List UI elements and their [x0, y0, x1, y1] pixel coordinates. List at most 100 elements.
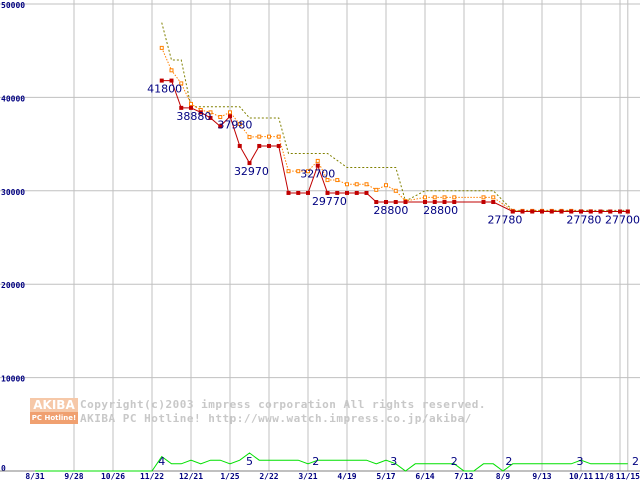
min-price-point	[354, 190, 359, 195]
x-tick-label: 7/12	[454, 472, 473, 480]
min-price-point	[374, 200, 379, 205]
avg-price-point	[267, 134, 271, 139]
avg-price-point	[169, 68, 174, 73]
avg-price-point	[442, 195, 447, 200]
min-price-point	[159, 78, 164, 83]
x-tick-label: 9/28	[64, 472, 83, 480]
min-price-point	[452, 200, 457, 205]
min-price-point	[315, 163, 320, 168]
min-price-point	[247, 161, 252, 166]
avg-price-point	[218, 115, 223, 120]
site-watermark: AKIBA PC Hotline! http://www.watch.impre…	[80, 412, 472, 425]
min-price-point	[530, 209, 535, 214]
akiba-logo: AKIBA PC Hotline!	[30, 398, 78, 424]
avg-price-point	[345, 182, 349, 187]
avg-price-point	[208, 110, 213, 115]
x-tick-label: 5/17	[376, 472, 395, 480]
price-label: 38880	[176, 110, 211, 123]
avg-price-point	[189, 101, 193, 106]
min-price-point	[218, 124, 223, 129]
min-price-point	[540, 209, 544, 214]
x-tick-label: 11/8	[595, 472, 614, 480]
x-tick-label: 8/31	[25, 472, 44, 480]
x-tick-label: 11/22	[140, 472, 164, 480]
y-tick-label: 50000	[1, 1, 25, 10]
price-label: 29770	[312, 195, 347, 208]
min-price-point	[325, 190, 330, 195]
avg-price-point	[325, 178, 330, 183]
min-price-point	[569, 209, 574, 214]
x-tick-label: 4/19	[337, 472, 356, 480]
min-price-point	[491, 200, 496, 205]
avg-price-point	[432, 195, 437, 200]
avg-price-point	[237, 122, 242, 127]
min-price-point	[335, 190, 340, 195]
series-line-max	[161, 22, 628, 211]
avg-price-point	[179, 81, 184, 86]
min-price-point	[432, 200, 437, 205]
min-price-point	[579, 209, 583, 214]
price-label: 28800	[423, 204, 458, 217]
min-price-point	[169, 78, 174, 83]
series-line-shop-count	[35, 452, 628, 472]
x-tick-label: 12/21	[179, 472, 203, 480]
copyright-watermark: Copyright(c)2003 impress corporation All…	[80, 398, 486, 411]
min-price-point	[393, 200, 398, 205]
price-label: 27700	[605, 214, 640, 227]
avg-price-point	[393, 188, 398, 193]
min-price-point	[286, 190, 291, 195]
count-label: 2	[505, 455, 512, 468]
min-price-point	[520, 209, 525, 214]
min-price-point	[276, 143, 281, 148]
min-price-point	[510, 209, 515, 214]
min-price-point	[237, 143, 242, 148]
y-tick-label: 20000	[1, 281, 25, 290]
price-label: 41800	[147, 83, 182, 96]
avg-price-point	[374, 187, 379, 192]
x-tick-label: 10/26	[101, 472, 125, 480]
avg-price-point	[296, 169, 301, 174]
min-price-point	[423, 200, 427, 205]
count-label: 3	[577, 455, 584, 468]
y-tick-label: 0	[1, 464, 6, 473]
price-label: 37980	[217, 118, 252, 131]
x-tick-label: 1/25	[220, 472, 239, 480]
min-price-point	[618, 209, 622, 214]
min-price-point	[198, 110, 203, 115]
avg-price-point	[364, 182, 369, 187]
y-tick-label: 40000	[1, 94, 25, 103]
min-price-point	[296, 190, 301, 195]
price-label: 27780	[566, 214, 601, 227]
x-tick-label: 3/21	[298, 472, 317, 480]
avg-price-point	[286, 169, 291, 174]
x-tick-label: 10/11	[569, 472, 593, 480]
avg-price-point	[228, 110, 232, 115]
x-tick-label: 6/14	[415, 472, 434, 480]
avg-price-point	[354, 182, 359, 187]
count-label: 2	[632, 455, 639, 468]
avg-price-point	[247, 135, 252, 140]
min-price-point	[559, 209, 564, 214]
avg-price-point	[491, 195, 496, 200]
min-price-point	[588, 209, 593, 214]
avg-price-point	[384, 183, 388, 188]
logo-subtext: PC Hotline!	[30, 412, 78, 424]
count-label: 2	[312, 455, 319, 468]
count-label: 3	[390, 455, 397, 468]
min-price-point	[403, 200, 408, 205]
count-label: 4	[158, 455, 165, 468]
y-tick-label: 30000	[1, 188, 25, 197]
min-price-point	[481, 200, 486, 205]
price-label: 32700	[300, 168, 335, 181]
x-tick-label: 8/9	[496, 472, 511, 480]
avg-price-point	[452, 195, 457, 200]
min-price-point	[208, 115, 213, 120]
min-price-point	[384, 200, 388, 205]
avg-price-point	[159, 45, 164, 50]
min-price-point	[608, 209, 613, 214]
min-price-point	[345, 190, 349, 195]
avg-price-point	[335, 178, 340, 183]
price-label: 28800	[373, 204, 408, 217]
